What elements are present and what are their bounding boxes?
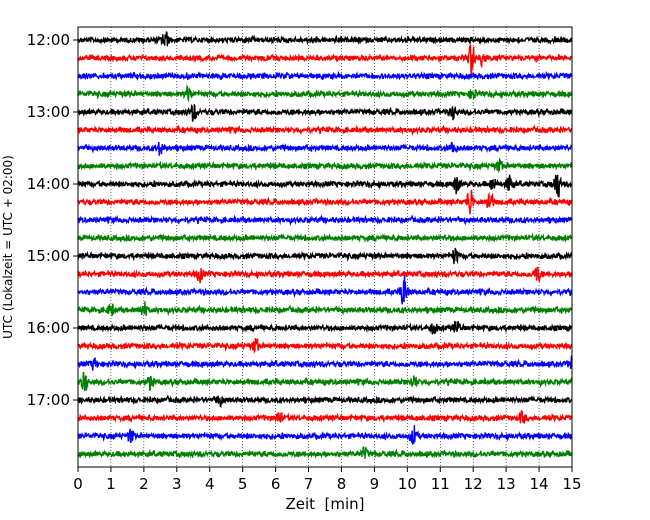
seismic-trace: [77, 44, 573, 77]
x-tick-label: 4: [205, 475, 215, 493]
seismic-trace: [77, 409, 573, 424]
seismic-trace: [77, 174, 573, 198]
x-tick-label: 13: [497, 475, 516, 493]
seismic-trace: [77, 371, 573, 392]
seismic-trace: [77, 446, 573, 459]
x-tick-label: 11: [431, 475, 450, 493]
seismic-trace: [77, 232, 573, 243]
seismic-trace: [77, 394, 573, 408]
traces: [77, 31, 573, 459]
x-tick-label: 5: [238, 475, 248, 493]
seismic-trace: [77, 31, 573, 47]
grid-lines: [110, 27, 540, 467]
y-axis-label: UTC (Lokalzeit = UTC + 02:00): [1, 155, 15, 339]
x-tick-label: 15: [562, 475, 581, 493]
seismic-trace: [77, 104, 573, 122]
x-tick-label: 14: [530, 475, 549, 493]
seismic-trace: [77, 70, 573, 81]
x-axis-label: Zeit [min]: [285, 495, 364, 513]
plot-frame: [77, 26, 573, 468]
x-tick-label: 8: [337, 475, 347, 493]
x-tick-label: 0: [73, 475, 83, 493]
x-tick-label: 1: [106, 475, 116, 493]
seismic-trace: [77, 301, 573, 317]
seismic-trace: [77, 189, 573, 215]
y-tick-label: 17:00: [27, 391, 70, 409]
y-axis-ticks: 12:00 13:00 14:00 15:00 16:00 17:00: [27, 31, 78, 409]
seismic-trace: [77, 157, 573, 174]
seismic-trace: [77, 214, 573, 227]
seismic-trace: [77, 355, 573, 371]
x-tick-label: 10: [398, 475, 417, 493]
x-tick-label: 3: [172, 475, 182, 493]
x-tick-label: 7: [304, 475, 314, 493]
seismic-trace: [77, 124, 573, 137]
seismic-trace: [77, 274, 573, 305]
y-tick-label: 14:00: [27, 175, 70, 193]
seismic-trace: [77, 425, 573, 445]
seismic-trace: [77, 337, 573, 354]
x-tick-label: 2: [139, 475, 149, 493]
y-tick-label: 13:00: [27, 103, 70, 121]
y-tick-label: 15:00: [27, 247, 70, 265]
seismic-trace: [77, 266, 573, 284]
x-axis-ticks: 0 1 2 3 4 5 6 7 8 9 10 11 12 13 14 15: [73, 467, 582, 493]
y-tick-label: 16:00: [27, 319, 70, 337]
seismic-trace: [77, 141, 573, 156]
seismic-trace: [77, 83, 573, 103]
x-tick-label: 9: [370, 475, 380, 493]
seismic-trace: [77, 320, 573, 335]
x-tick-label: 12: [464, 475, 483, 493]
x-tick-label: 6: [271, 475, 281, 493]
y-tick-label: 12:00: [27, 31, 70, 49]
seismic-trace: [77, 247, 573, 265]
